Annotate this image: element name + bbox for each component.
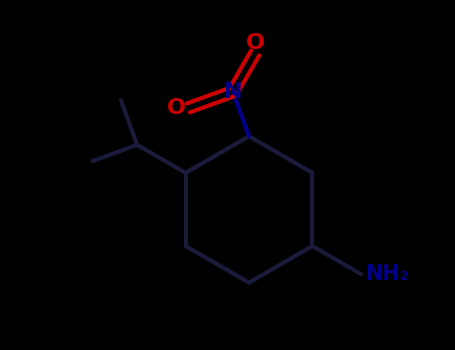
Text: O: O (167, 98, 186, 118)
Text: N: N (223, 82, 242, 102)
Text: O: O (246, 33, 265, 52)
Text: NH₂: NH₂ (365, 264, 409, 284)
